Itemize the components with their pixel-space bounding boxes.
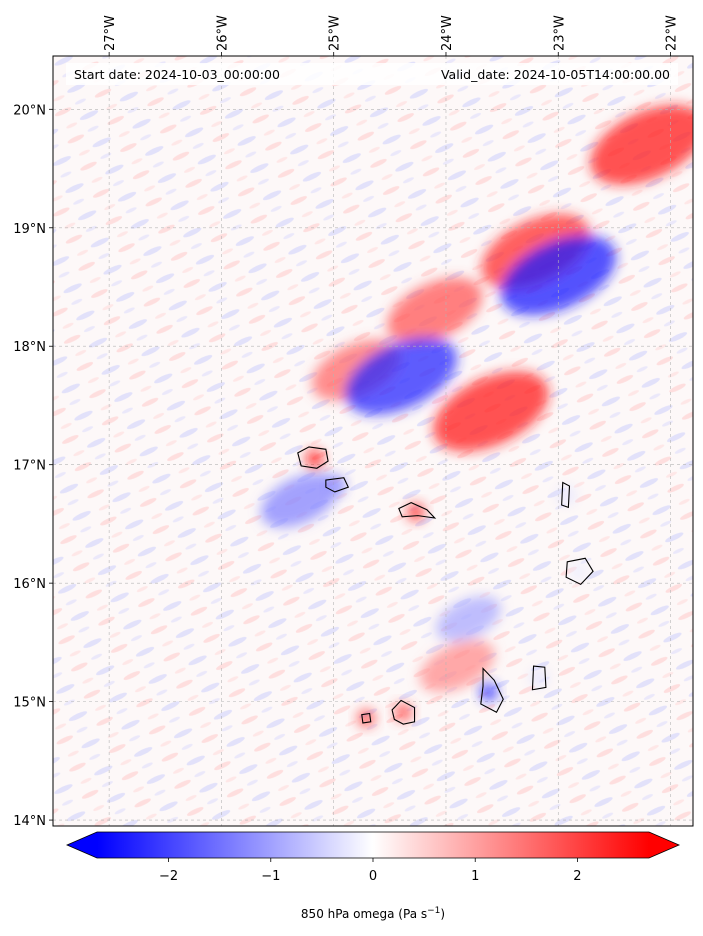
island-omega-spot [557,486,576,505]
colorbar-tick-label: 2 [573,869,581,884]
omega-field [53,56,693,826]
colorbar: −2 −1 0 1 2 850 hPa omega (Pa s−1) [65,831,681,921]
lat-tick-label: 14°N [13,814,46,829]
lon-tick-label: 24°W [440,15,455,51]
lon-tick-label: 27°W [103,15,118,51]
omega-anomaly [433,371,549,452]
lon-tick-label: 23°W [552,15,567,51]
field-texture [53,56,693,826]
island-omega-spot [530,668,549,687]
plot-frame [52,55,694,827]
colorbar-max-extend [649,832,679,858]
lon-tick-label: 26°W [215,15,230,51]
island-omega-spot [394,703,413,722]
island-coastline [325,477,350,493]
island-coastline [398,501,437,519]
omega-anomaly [590,104,693,185]
lon-tick-label: 25°W [328,15,343,51]
island-omega-spot [357,709,376,728]
colorbar-tick-label: −2 [159,869,178,884]
island-omega-spot [305,449,324,468]
island-coastline [361,712,372,724]
colorbar-tick-label: −1 [261,869,280,884]
island-coastline [480,667,504,714]
longitude-axis: 27°W 26°W 25°W 24°W 23°W 22°W [103,15,680,56]
omega-anomaly [260,473,340,528]
island-omega-spot [479,683,498,702]
colorbar-outline [65,831,681,859]
colorbar-body [97,832,649,858]
header-box [66,63,678,85]
island-coastline [391,699,416,725]
lat-tick-label: 18°N [13,340,46,355]
omega-anomaly [344,337,458,415]
latitude-axis: 20°N 19°N 18°N 17°N 16°N 15°N 14°N [13,103,53,829]
lat-tick-label: 15°N [13,696,46,711]
omega-anomaly [387,277,483,344]
island-omega-spot [406,503,425,522]
island-omega-spot [569,562,588,581]
colorbar-label: 850 hPa omega (Pa s−1) [301,906,445,921]
island-coastline [531,665,547,691]
lat-tick-label: 19°N [13,222,46,237]
omega-anomaly [436,596,501,642]
omega-anomaly [500,235,617,316]
lon-tick-label: 22°W [665,15,680,51]
omega-anomaly [419,640,495,692]
colorbar-min-extend [67,832,97,858]
start-date-label: Start date: 2024-10-03_00:00:00 [74,67,280,82]
lat-tick-label: 20°N [13,103,46,118]
island-coastline [565,557,594,586]
lat-tick-label: 17°N [13,459,46,474]
island-coastline [561,481,571,509]
valid-date-label: Valid_date: 2024-10-05T14:00:00.00 [441,67,670,82]
island-coastline [297,446,329,469]
lat-tick-label: 16°N [13,577,46,592]
colorbar-tick-label: 0 [369,869,377,884]
colorbar-tick-label: 1 [471,869,479,884]
